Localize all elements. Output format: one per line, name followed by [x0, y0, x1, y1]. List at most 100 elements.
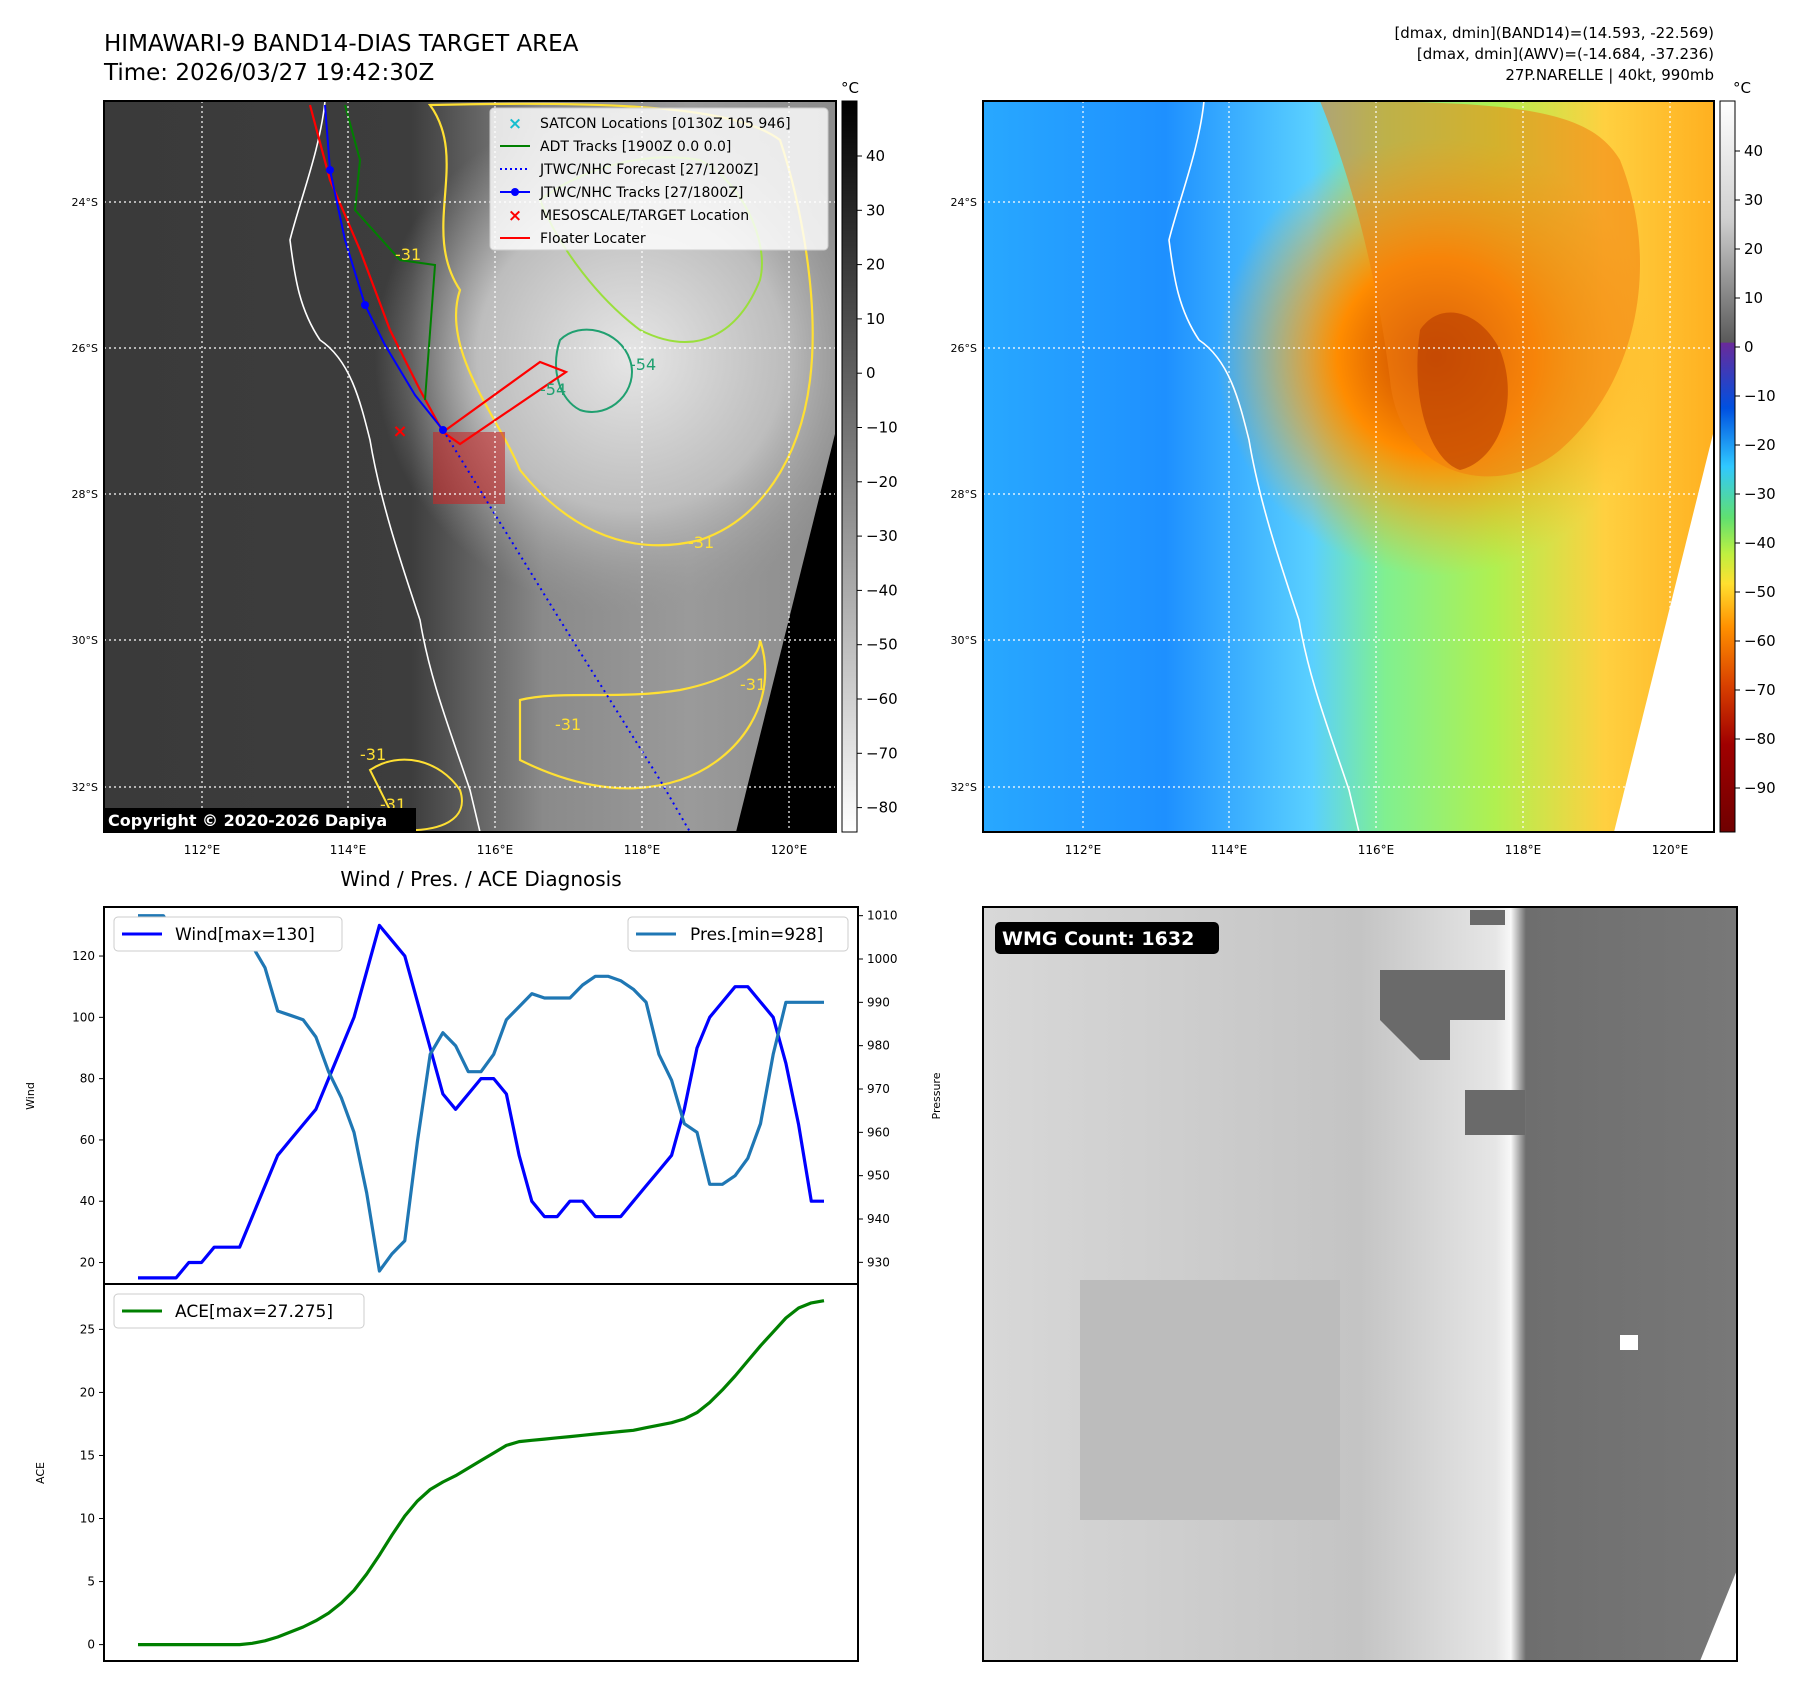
gray-colorbar-unit: °C [841, 79, 859, 97]
lon-tick-label: 116°E [1358, 843, 1395, 857]
colorbar-tick-label: −70 [1744, 681, 1776, 699]
ace-series [138, 1299, 825, 1647]
wmg-white-cell [1620, 1335, 1638, 1350]
map-legend-box [489, 107, 829, 251]
y-tick-label: 120 [72, 949, 95, 963]
coastline [289, 101, 481, 832]
series-line [138, 1299, 825, 1647]
colorbar-tick-label: −30 [866, 527, 898, 545]
wmg-dark-block [1380, 970, 1505, 1060]
lat-tick-label: 26°S [951, 342, 977, 355]
gray-colorbar-gradient [841, 100, 858, 833]
colorbar-tick-label: 0 [866, 364, 876, 382]
copyright-text: Copyright © 2020-2026 Dapiya [108, 811, 387, 830]
mesoscale-target-marker: × [392, 421, 407, 442]
legend-label: JTWC/NHC Forecast [27/1200Z] [539, 162, 759, 178]
lon-tick-label: 114°E [330, 843, 367, 857]
awv-gridlines [983, 101, 1714, 832]
storm-info: 27P.NARELLE | 40kt, 990mb [1505, 66, 1714, 84]
awv-orange-band [1320, 101, 1640, 477]
lat-tick-label: 30°S [951, 634, 977, 647]
floater-locator-track [308, 104, 444, 433]
adt-track [344, 104, 437, 401]
colorbar-tick-label: −20 [1744, 436, 1776, 454]
lat-tick-label: 24°S [72, 196, 98, 209]
wmg-dark-block [1470, 910, 1505, 925]
colorbar-tick-label: 30 [866, 201, 885, 219]
lon-tick-label: 120°E [771, 843, 808, 857]
colorbar-tick-label: −60 [866, 690, 898, 708]
y-tick-label: 960 [867, 1125, 890, 1139]
figure-time: Time: 2026/03/27 19:42:30Z [103, 60, 434, 86]
ir-map-ticks: 112°E 114°E 116°E 118°E 120°E 24°S 26°S 28°S 30°… [72, 196, 808, 857]
wind-pressure-frame [103, 906, 859, 1285]
y-tick-label: 15 [80, 1448, 95, 1462]
legend-label: MESOSCALE/TARGET Location [540, 208, 749, 224]
y-tick-label: 20 [80, 1385, 95, 1399]
awv-dark-core [1417, 312, 1508, 470]
colorbar-tick-label: −80 [1744, 730, 1776, 748]
awv-no-data-region [1614, 430, 1714, 832]
color-colorbar-gradient [1719, 100, 1736, 833]
colorbar-tick-label: −20 [866, 473, 898, 491]
colorbar-tick-label: −90 [1744, 779, 1776, 797]
wmg-count-label: WMG Count: 1632 [1002, 928, 1194, 950]
y-tick-label: 970 [867, 1082, 890, 1096]
colorbar-tick-label: 20 [866, 256, 885, 274]
color-colorbar-unit: °C [1733, 79, 1751, 97]
legend-marker [511, 188, 519, 196]
awv-map-frame [982, 100, 1715, 833]
lon-tick-label: 118°E [1505, 843, 1542, 857]
diagnosis-title: Wind / Pres. / ACE Diagnosis [340, 867, 621, 891]
y-tick-label: 980 [867, 1039, 890, 1053]
legend-label: Floater Locater [540, 231, 646, 247]
y-tick-label: 20 [80, 1256, 95, 1270]
wmg-no-data-region [1700, 1570, 1737, 1661]
awv-map-panel: 112°E 114°E 116°E 118°E 120°E 24°S 26°S 28°S 30°… [951, 100, 1715, 857]
legend-marker: × [508, 206, 522, 226]
lon-tick-label: 112°E [184, 843, 221, 857]
contour-label: -31 [395, 245, 421, 264]
ace-ticks: 0 5 10 15 20 25 [80, 1322, 104, 1652]
jtwc-track-point [361, 301, 369, 309]
wmg-frame [982, 906, 1738, 1662]
ir-map-panel: × -31 -31 -31 -31 -31 -31 -54 -54 112°E 1… [72, 100, 837, 857]
pressure-legend: Pres.[min=928] [627, 916, 849, 952]
lon-tick-label: 114°E [1211, 843, 1248, 857]
awv-coastline [1168, 101, 1360, 832]
y-tick-label: 990 [867, 995, 890, 1009]
gray-colorbar: °C 40 30 20 10 0 −10 −20 −30 −40 −50 −60 −70 −80 [841, 79, 898, 833]
ir-map-frame [103, 100, 837, 833]
wind-axis-label: Wind [24, 1082, 37, 1110]
ace-legend: ACE[max=27.275] [113, 1293, 365, 1329]
copyright-box [104, 808, 416, 832]
legend-label: ADT Tracks [1900Z 0.0 0.0] [540, 139, 731, 155]
contour-teal-core [555, 328, 633, 413]
legend-marker: × [508, 114, 522, 134]
ace-chart: ACE 0 5 10 15 20 25 ACE[max=27.275] [34, 1283, 859, 1662]
pressure-ticks: 930 940 950 960 970 980 990 1000 1010 [858, 909, 898, 1269]
figure-title: HIMAWARI-9 BAND14-DIAS TARGET AREA [104, 31, 579, 57]
contour-yellow-south [518, 639, 767, 790]
pressure-legend-box [627, 916, 849, 952]
y-tick-label: 10 [80, 1512, 95, 1526]
colorbar-tick-label: −80 [866, 799, 898, 817]
map-legend: × SATCON Locations [0130Z 105 946] ADT Tra… [489, 107, 829, 251]
y-tick-label: 40 [80, 1194, 95, 1208]
lat-tick-label: 24°S [951, 196, 977, 209]
wind-pressure-chart: Wind Pressure 20 40 60 80 100 120 930 940 950 96… [24, 906, 943, 1285]
colorbar-tick-label: −10 [866, 419, 898, 437]
contour-label: -31 [360, 745, 386, 764]
wmg-panel: WMG Count: 1632 [982, 906, 1738, 1662]
contour-label: -54 [630, 355, 656, 374]
awv-stats: [dmax, dmin](AWV)=(-14.684, -37.236) [1417, 45, 1714, 63]
colorbar-tick-label: −10 [1744, 387, 1776, 405]
colorbar-tick-label: −40 [866, 581, 898, 599]
colorbar-tick-label: 10 [1744, 289, 1763, 307]
ace-axis-label: ACE [34, 1462, 47, 1484]
wind-legend-box [113, 916, 343, 952]
lon-tick-label: 120°E [1652, 843, 1689, 857]
legend-label: SATCON Locations [0130Z 105 946] [540, 116, 791, 132]
colorbar-tick-label: 10 [866, 310, 885, 328]
